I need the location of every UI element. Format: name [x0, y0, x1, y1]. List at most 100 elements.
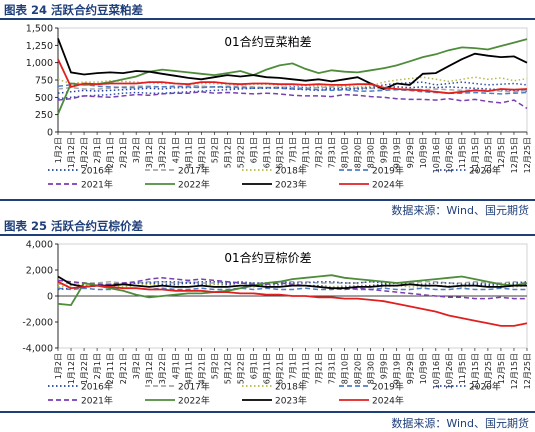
x-tick-label: 2月1日 — [93, 353, 102, 379]
x-tick-label: 3月22日 — [158, 137, 167, 168]
series-line-2019年 — [57, 83, 528, 95]
x-tick-label: 2月21日 — [119, 353, 128, 384]
x-tick-label: 1月22日 — [80, 137, 89, 168]
x-tick-label: 7月31日 — [328, 353, 337, 384]
x-tick-label: 6月1日 — [249, 137, 258, 163]
series-line-2017年 — [57, 84, 528, 93]
series-line-2020年 — [57, 280, 528, 291]
x-tick-label: 7月1日 — [289, 137, 298, 163]
x-tick-label: 4月21日 — [197, 353, 206, 384]
x-tick-label: 12月5日 — [497, 353, 506, 384]
x-tick-label: 4月1日 — [171, 137, 180, 163]
x-tick-label: 7月31日 — [328, 137, 337, 168]
series-line-2023年 — [57, 38, 528, 90]
x-tick-label: 11月5日 — [458, 353, 467, 384]
legend-label: 2023年 — [275, 179, 307, 191]
series-line-2023年 — [57, 275, 527, 290]
x-tick-label: 6月21日 — [275, 137, 284, 168]
series-line-2018年 — [57, 76, 528, 88]
x-tick-label: 4月11日 — [184, 353, 193, 384]
x-tick-label: 8月10日 — [341, 137, 350, 168]
y-tick-label: 1,500 — [26, 24, 53, 35]
x-tick-label: 6月11日 — [262, 137, 271, 168]
y-tick-label: 1,000 — [26, 58, 53, 69]
series-line-2018年 — [57, 283, 528, 288]
legend-label: 2019年 — [372, 165, 404, 177]
legend-label: 2019年 — [372, 381, 404, 393]
x-tick-label: 5月12日 — [223, 137, 232, 168]
x-tick-label: 6月11日 — [262, 353, 271, 384]
x-tick-label: 3月22日 — [158, 353, 167, 384]
x-tick-label: 9月19日 — [393, 137, 402, 168]
figure-25-caption: 图表 25 活跃合约豆棕价差 — [4, 219, 144, 233]
x-tick-label: 7月11日 — [302, 137, 311, 168]
x-tick-label: 12月25日 — [523, 137, 532, 173]
x-tick-label: 8月30日 — [367, 137, 376, 168]
x-tick-label: 7月1日 — [289, 353, 298, 379]
x-tick-label: 8月30日 — [367, 353, 376, 384]
x-tick-label: 9月29日 — [406, 137, 415, 168]
legend-label: 2017年 — [178, 381, 210, 393]
soybean-palm-oil-spread-chart: -4,000 -2,000 0 2,000 4,000 1月2日 1月12日 1月22日 2月1… — [22, 240, 532, 407]
x-tick-label: 6月21日 — [275, 353, 284, 384]
legend-label: 2021年 — [81, 395, 113, 407]
legend-label: 2020年 — [469, 165, 501, 177]
x-tick-label: 10月16日 — [432, 353, 441, 389]
x-tick-label: 10月9日 — [419, 353, 428, 384]
chart-title: 01合约豆菜粕差 — [224, 34, 311, 49]
figure-24-source: 数据来源：Wind、国元期货 — [391, 204, 529, 217]
x-tick-label: 9月9日 — [380, 353, 389, 379]
series-line-2019年 — [57, 287, 527, 291]
y-tick-label: 2,000 — [26, 266, 53, 277]
legend-label: 2022年 — [178, 179, 210, 191]
x-tick-label: 7月21日 — [315, 137, 324, 168]
legend-label: 2024年 — [372, 395, 404, 407]
series-line-2022年 — [57, 38, 528, 115]
x-tick-label: 8月20日 — [354, 353, 363, 384]
x-tick-label: 3月2日 — [132, 137, 141, 163]
legend-label: 2022年 — [178, 395, 210, 407]
y-tick-label: 1,250 — [26, 41, 53, 52]
legend-label: 2018年 — [275, 165, 307, 177]
y-tick-label: -4,000 — [22, 344, 53, 355]
x-tick-label: 10月16日 — [432, 137, 441, 173]
x-tick-label: 1月2日 — [54, 137, 63, 163]
y-tick-label: -2,000 — [22, 318, 53, 329]
series-line-2022年 — [57, 274, 528, 307]
x-tick-label: 3月12日 — [145, 137, 154, 168]
x-tick-label: 4月21日 — [197, 137, 206, 168]
x-tick-label: 2月21日 — [119, 137, 128, 168]
legend-label: 2023年 — [275, 395, 307, 407]
x-tick-label: 5月22日 — [236, 353, 245, 384]
x-tick-label: 2月1日 — [93, 137, 102, 163]
x-tick-label: 7月11日 — [302, 353, 311, 384]
x-tick-label: 11月25日 — [484, 353, 493, 389]
x-tick-label: 11月25日 — [484, 137, 493, 173]
legend-label: 2018年 — [275, 381, 307, 393]
series-line-2017年 — [57, 280, 528, 286]
x-tick-label: 5月2日 — [210, 137, 219, 163]
x-tick-label: 12月25日 — [523, 353, 532, 389]
x-tick-label: 11月15日 — [471, 137, 480, 173]
legend-label: 2017年 — [178, 165, 210, 177]
y-tick-label: 750 — [35, 76, 53, 87]
figure-25-bottom-rule — [0, 411, 535, 413]
series-line-2024年 — [57, 280, 528, 327]
x-tick-label: 11月5日 — [458, 137, 467, 168]
x-tick-label: 4月11日 — [184, 137, 193, 168]
y-tick-label: 4,000 — [26, 240, 53, 251]
x-tick-label: 1月22日 — [80, 353, 89, 384]
x-tick-label: 12月5日 — [497, 137, 506, 168]
y-tick-label: 500 — [35, 93, 53, 104]
x-tick-label: 7月21日 — [315, 353, 324, 384]
x-tick-label: 5月12日 — [223, 353, 232, 384]
figure-25-top-rule — [0, 234, 535, 236]
x-tick-label: 5月22日 — [236, 137, 245, 168]
legend-label: 2016年 — [81, 165, 113, 177]
figure-24-caption: 图表 24 活跃合约豆菜粕差 — [4, 3, 144, 17]
y-tick-label: 0 — [47, 292, 53, 303]
x-tick-label: 12月15日 — [510, 353, 519, 389]
x-tick-label: 10月9日 — [419, 137, 428, 168]
x-tick-label: 9月19日 — [393, 353, 402, 384]
